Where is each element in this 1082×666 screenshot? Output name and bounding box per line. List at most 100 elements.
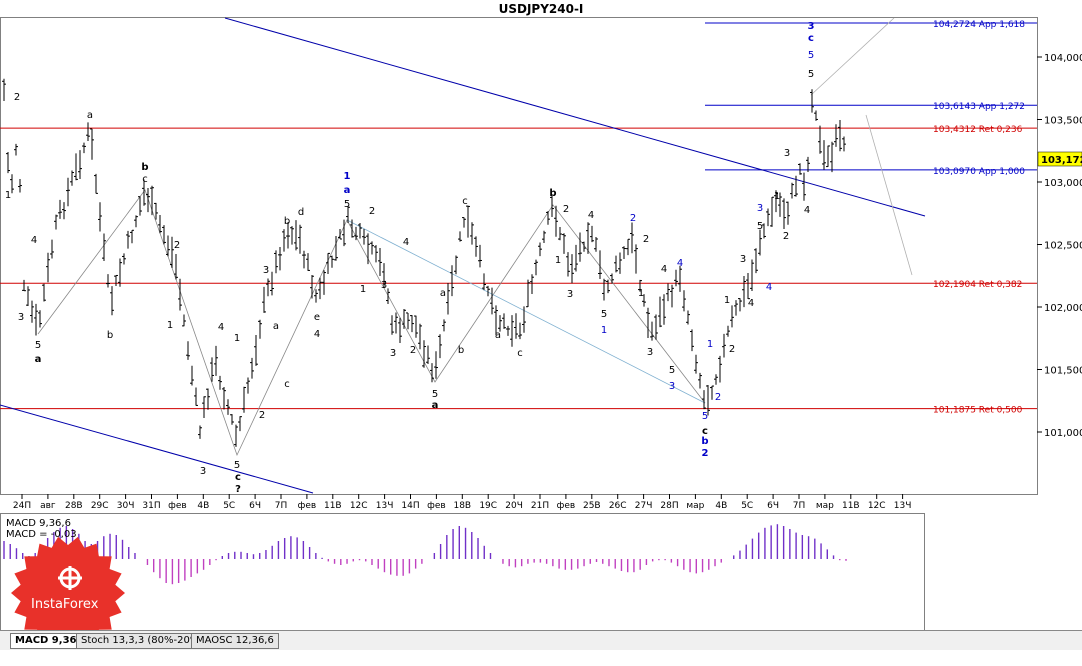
wave-label: 4	[314, 329, 320, 340]
wave-connector-line	[865, 114, 913, 276]
fib-level-label: 103,6143 App 1,272	[933, 102, 1025, 112]
wave-label: c	[235, 472, 241, 483]
wave-label: c	[808, 33, 814, 44]
channel-lower-line	[0, 404, 314, 494]
macd-name: MACD 9,36,6	[6, 518, 71, 529]
wave-label: c	[284, 379, 290, 390]
fib-level-label: 104,2724 App 1,618	[933, 20, 1025, 30]
wave-label: b	[458, 345, 464, 356]
wave-label: 4	[661, 264, 667, 275]
time-tick-label: 11В	[324, 501, 342, 511]
price-tick-label: 101,500	[1044, 366, 1082, 377]
time-tick-label: 5С	[741, 501, 753, 511]
wave-label: 2	[702, 448, 709, 459]
time-tick-label: 20Ч	[505, 501, 523, 511]
logo-emblem-icon	[58, 566, 82, 590]
fib-level-label: 103,4312 Ret 0,236	[933, 125, 1023, 135]
tab-stoch[interactable]: Stoch 13,3,3 (80%-20%)	[76, 633, 209, 649]
indicator-tab-bar: MACD 9,36,6 Stoch 13,3,3 (80%-20%) MAOSC…	[0, 630, 1082, 650]
wave-label: 4	[748, 298, 754, 309]
wave-label: a	[495, 330, 501, 341]
wave-label: a	[432, 400, 439, 411]
wave-connector-line	[346, 219, 706, 404]
time-tick-label: 18В	[453, 501, 471, 511]
wave-label: 1	[344, 171, 351, 182]
wave-label: a	[273, 321, 279, 332]
wave-label: 2	[643, 234, 649, 245]
wave-label: 3	[390, 348, 396, 359]
wave-label: 5	[757, 221, 763, 232]
time-tick-label: фев	[427, 501, 446, 511]
wave-label: 5	[35, 340, 41, 351]
wave-label: 4	[588, 210, 594, 221]
time-tick-label: мар	[686, 501, 704, 511]
last-price-tag	[1037, 151, 1082, 167]
wave-label: 2	[630, 213, 636, 224]
wave-label: 2	[14, 92, 20, 103]
fib-level-label: 103,0970 App 1,000	[933, 167, 1025, 177]
wave-label: 2	[259, 410, 265, 421]
wave-label: 2	[410, 345, 416, 356]
chart-title: USDJPY240-I	[499, 2, 584, 16]
channel-upper-line	[224, 17, 926, 217]
wave-label: 3	[740, 254, 746, 265]
wave-label: 4	[31, 235, 37, 246]
time-tick-label: 19С	[479, 501, 497, 511]
wave-label: 4	[218, 322, 224, 333]
time-tick-label: 4В	[197, 501, 209, 511]
wave-label: e	[314, 312, 320, 323]
wave-label: 5	[601, 309, 607, 320]
time-tick-label: 25В	[583, 501, 601, 511]
wave-label: b	[701, 436, 708, 447]
wave-label: 3	[808, 21, 815, 32]
time-tick-label: мар	[816, 501, 834, 511]
price-tick-label: 101,000	[1044, 428, 1082, 439]
wave-label: c	[142, 174, 148, 185]
logo-text: InstaForex	[31, 597, 99, 612]
wave-label: 1	[360, 284, 366, 295]
wave-label: 1	[167, 320, 173, 331]
logo-badge	[11, 536, 125, 650]
price-axis: 104,000 103,500 103,000 102,500 102,000 101,5…	[1037, 53, 1082, 439]
wave-label: 3	[200, 466, 206, 477]
price-tick-label: 103,500	[1044, 116, 1082, 127]
wave-label: b	[549, 188, 556, 199]
wave-label: 4	[677, 258, 683, 269]
time-tick-label: 30Ч	[117, 501, 135, 511]
wave-label: 5	[432, 389, 438, 400]
wave-label: 1	[234, 333, 240, 344]
price-bars	[2, 78, 846, 447]
wave-label: a	[35, 354, 42, 365]
wave-label: c	[517, 348, 523, 359]
wave-label: 4	[804, 205, 810, 216]
time-tick-label: авг	[40, 501, 56, 511]
time-tick-label: 7П	[275, 501, 288, 511]
wave-label: 2	[729, 344, 735, 355]
price-tick-label: 104,000	[1044, 53, 1082, 64]
tab-macd[interactable]: MACD 9,36,6	[10, 633, 93, 649]
macd-value: MACD = -0,03	[6, 529, 77, 540]
time-tick-label: 26С	[609, 501, 627, 511]
wave-label: 1	[638, 288, 644, 299]
time-tick-label: 7П	[793, 501, 806, 511]
wave-label: 1	[5, 190, 11, 201]
wave-label: a	[87, 110, 93, 121]
main-plot-frame	[0, 17, 1038, 495]
time-tick-label: 13Ч	[376, 501, 394, 511]
time-tick-label: 24П	[13, 501, 31, 511]
price-tick-label: 102,500	[1044, 241, 1082, 252]
last-price-label: 103,172	[1041, 155, 1082, 166]
channel-layer	[0, 17, 926, 494]
fib-level-label: 102,1904 Ret 0,382	[933, 280, 1022, 290]
levels-layer: 104,2724 App 1,618 103,6143 App 1,272 103,…	[0, 20, 1037, 416]
wave-label: 3	[647, 347, 653, 358]
wave-label: 3	[757, 203, 763, 214]
time-tick-label: фев	[298, 501, 317, 511]
tab-maosc[interactable]: MAOSC 12,36,6	[191, 633, 279, 649]
wave-label: 2	[563, 204, 569, 215]
wave-label: c	[702, 426, 708, 437]
wave-label: 2	[369, 206, 375, 217]
time-tick-label: 11В	[842, 501, 860, 511]
